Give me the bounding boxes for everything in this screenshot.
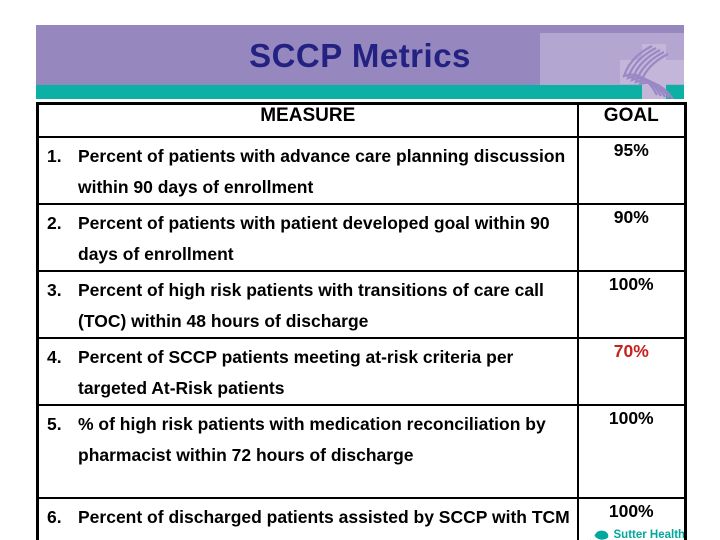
goal-cell: 70% <box>576 336 687 406</box>
measure-cell: 2. Percent of patients with patient deve… <box>36 202 579 272</box>
sutter-cross-icon <box>620 44 684 99</box>
measure-cell: 3. Percent of high risk patients with tr… <box>36 269 579 339</box>
table-row-3: 3. Percent of high risk patients with tr… <box>36 269 687 339</box>
table-row-1: 1. Percent of patients with advance care… <box>36 135 687 205</box>
row-number: 1. <box>47 145 62 166</box>
goal-value: 100% <box>608 500 654 521</box>
metrics-table: MEASURE GOAL 1. Percent of patients with… <box>36 102 687 540</box>
measure-cell: 6. Percent of discharged patients assist… <box>36 496 579 540</box>
header-banner: SCCP Metrics <box>36 25 684 99</box>
goal-cell: 100% <box>576 269 687 339</box>
row-number: 4. <box>47 346 62 367</box>
row-number: 2. <box>47 212 62 233</box>
goal-cell: 100% Sutter Health <box>576 496 687 540</box>
measure-cell: 4. Percent of SCCP patients meeting at-r… <box>36 336 579 406</box>
table-row-4: 4. Percent of SCCP patients meeting at-r… <box>36 336 687 406</box>
measure-text: Percent of patients with patient develop… <box>78 212 550 264</box>
sutter-health-logo: Sutter Health We Plus You <box>587 529 686 540</box>
sutter-wordmark: Sutter Health We Plus You <box>613 529 686 540</box>
goal-value: 100% <box>608 273 654 294</box>
table-header-row: MEASURE GOAL <box>36 102 687 138</box>
measure-text: Percent of discharged patients assisted … <box>78 506 570 540</box>
table-row-6: 6. Percent of discharged patients assist… <box>36 496 687 540</box>
goal-value: 90% <box>613 206 649 227</box>
measure-text: Percent of high risk patients with trans… <box>78 279 544 331</box>
measure-text: % of high risk patients with medication … <box>78 413 546 465</box>
goal-value: 100% <box>608 407 654 428</box>
page-title: SCCP Metrics <box>249 37 471 74</box>
table-row-5: 5. % of high risk patients with medicati… <box>36 403 687 499</box>
measure-cell: 1. Percent of patients with advance care… <box>36 135 579 205</box>
column-header-measure: MEASURE <box>36 102 579 138</box>
row-number: 3. <box>47 279 62 300</box>
row-number: 5. <box>47 413 62 434</box>
measure-text: Percent of SCCP patients meeting at-risk… <box>78 346 514 398</box>
measure-text: Percent of patients with advance care pl… <box>78 145 566 197</box>
goal-cell: 100% <box>576 403 687 499</box>
measure-cell: 5. % of high risk patients with medicati… <box>36 403 579 499</box>
header-teal-stripe <box>36 85 684 99</box>
row-number: 6. <box>47 506 62 527</box>
table-row-2: 2. Percent of patients with patient deve… <box>36 202 687 272</box>
goal-cell: 95% <box>576 135 687 205</box>
goal-value: 95% <box>613 139 649 160</box>
column-header-goal: GOAL <box>576 102 687 138</box>
brand-name: Sutter Health <box>613 529 686 540</box>
goal-cell: 90% <box>576 202 687 272</box>
goal-value-highlighted: 70% <box>613 340 649 361</box>
sutter-s-icon <box>589 530 608 540</box>
